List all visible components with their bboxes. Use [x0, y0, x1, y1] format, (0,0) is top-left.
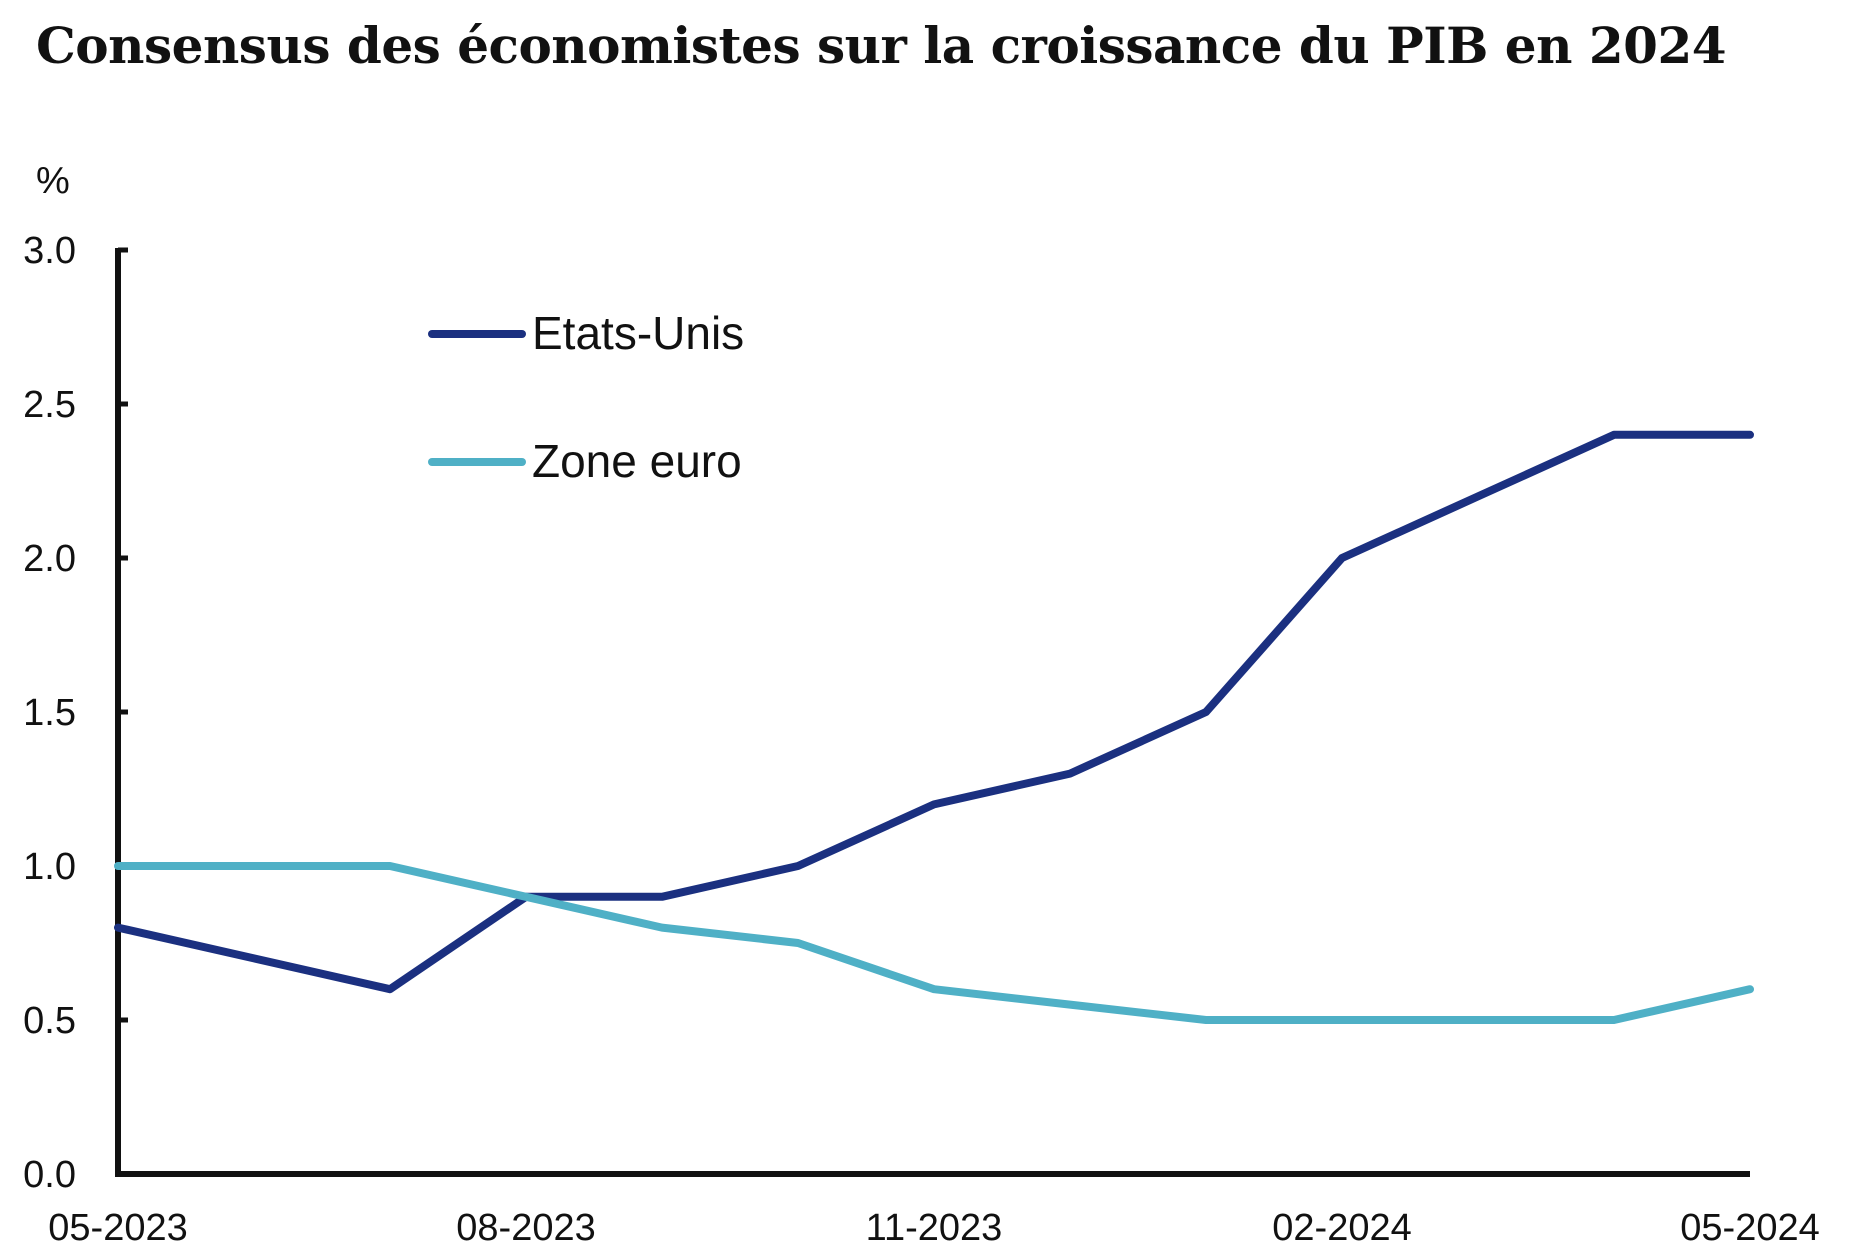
data-point [1611, 431, 1617, 438]
series-line-zone-euro [114, 862, 1754, 1024]
data-point [931, 801, 937, 808]
data-point [251, 955, 257, 962]
x-tick-label: 02-2024 [1272, 1207, 1411, 1249]
data-point [387, 986, 393, 993]
y-axis: 0.0 0.5 1.0 1.5 2.0 2.5 3.0 [23, 230, 128, 1196]
data-point [115, 924, 121, 931]
y-tick-label: 2.5 [23, 384, 76, 426]
data-point [387, 863, 393, 869]
data-point [251, 863, 257, 869]
x-tick-label: 08-2023 [456, 1207, 595, 1249]
data-point [1339, 1017, 1345, 1023]
data-point [1067, 770, 1073, 777]
legend: Etats-Unis Zone euro [428, 307, 744, 487]
data-point [1747, 986, 1753, 993]
data-point [1203, 1017, 1209, 1023]
y-tick-label: 0.0 [23, 1154, 76, 1196]
series-lines [114, 430, 1754, 1024]
data-point [659, 924, 665, 931]
y-tick-label: 3.0 [23, 230, 76, 272]
data-point [795, 863, 801, 869]
x-tick-label: 11-2023 [866, 1207, 1003, 1249]
series-line-etats-unis [114, 430, 1754, 994]
y-tick-label: 1.5 [23, 692, 76, 734]
data-point [659, 893, 665, 900]
x-tick-label: 05-2024 [1680, 1207, 1819, 1249]
x-axis: 05-2023 08-2023 11-2023 02-2024 05-2024 [48, 1171, 1820, 1249]
data-point [115, 863, 121, 869]
y-tick-label: 1.0 [23, 846, 76, 888]
data-point [1475, 1017, 1481, 1023]
legend-label: Zone euro [532, 435, 742, 487]
data-point [523, 893, 529, 900]
data-point [1339, 555, 1345, 561]
data-point [931, 986, 937, 993]
x-tick-label: 05-2023 [48, 1207, 187, 1249]
chart-title: Consensus des économistes sur la croissa… [36, 16, 1727, 75]
y-tick-label: 2.0 [23, 538, 76, 580]
data-point [1611, 1017, 1617, 1023]
legend-label: Etats-Unis [532, 307, 744, 359]
y-axis-unit-label: % [36, 160, 70, 202]
data-point [1067, 1001, 1073, 1008]
data-point [1203, 709, 1209, 715]
data-point [1747, 431, 1753, 438]
data-point [1475, 493, 1481, 500]
y-tick-label: 0.5 [23, 1000, 76, 1042]
data-point [795, 940, 801, 946]
